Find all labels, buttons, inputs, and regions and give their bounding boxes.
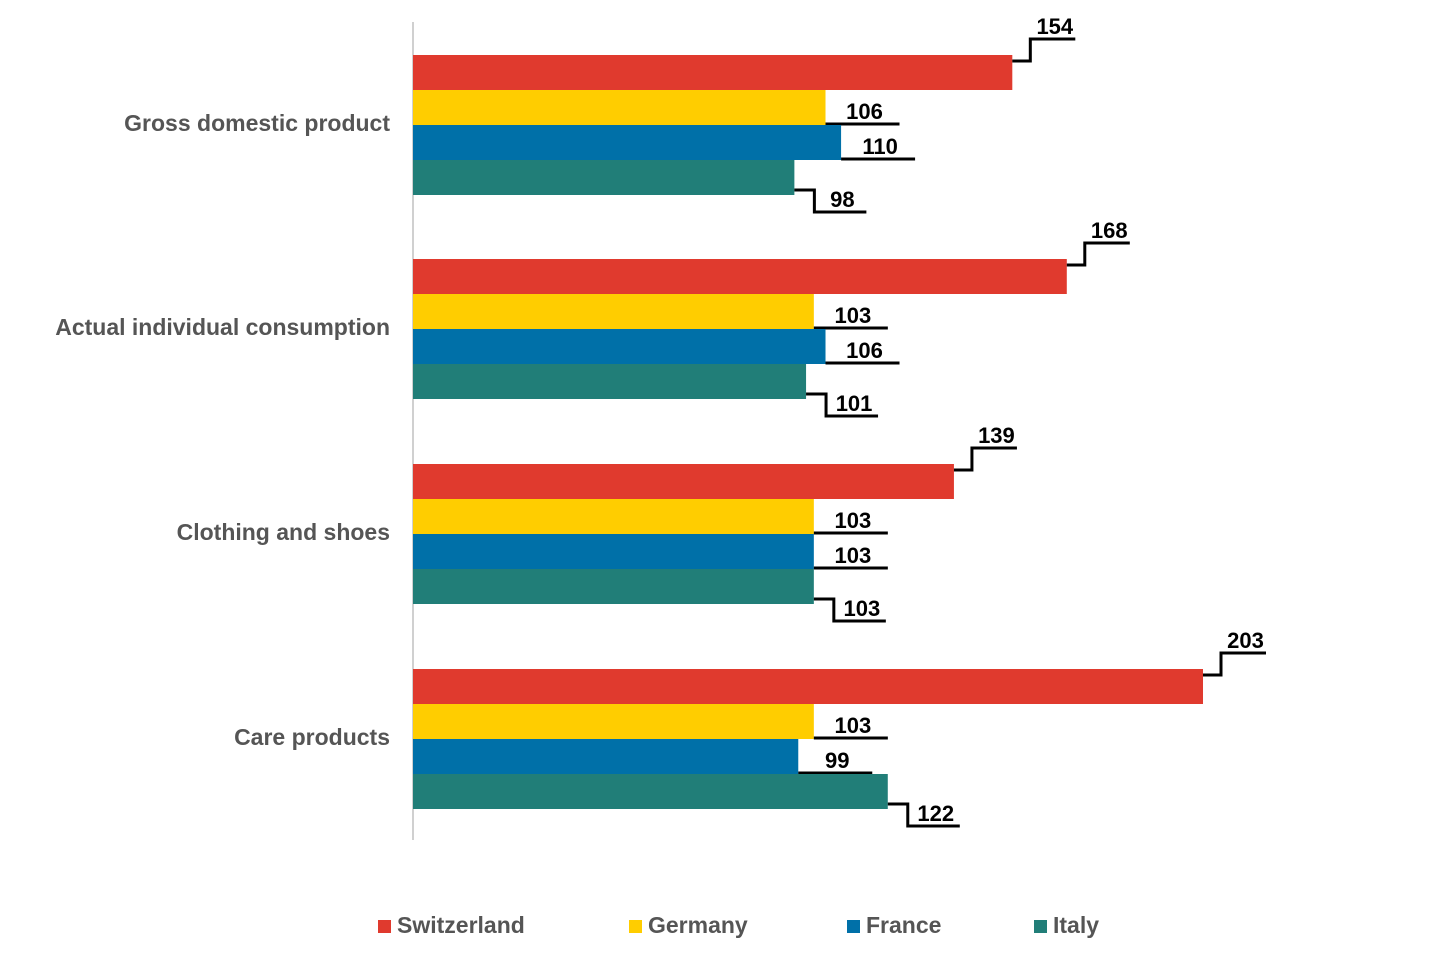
bar-germany-gross-domestic-product (413, 90, 826, 125)
bar-germany-care-products (413, 704, 814, 739)
leader-line-switzerland-care-products (1203, 651, 1266, 677)
data-label-switzerland-gross-domestic-product: 154 (1036, 14, 1073, 39)
leader-line-italy-care-products (887, 802, 960, 828)
data-label-switzerland-actual-individual-consumption: 168 (1091, 218, 1128, 243)
bar-germany-clothing-and-shoes (413, 499, 814, 534)
data-label-switzerland-care-products: 203 (1227, 628, 1264, 653)
data-label-italy-gross-domestic-product: 98 (830, 187, 854, 212)
legend-swatch-france (847, 920, 860, 933)
legend-swatch-germany (629, 920, 642, 933)
leader-line-switzerland-gross-domestic-product (1012, 37, 1076, 63)
bar-france-clothing-and-shoes (413, 534, 814, 569)
bar-italy-actual-individual-consumption (413, 364, 807, 399)
bar-switzerland-actual-individual-consumption (413, 259, 1067, 294)
data-label-switzerland-clothing-and-shoes: 139 (978, 423, 1015, 448)
bar-italy-gross-domestic-product (413, 160, 795, 195)
bar-switzerland-gross-domestic-product (413, 55, 1013, 90)
data-label-france-clothing-and-shoes: 103 (834, 543, 871, 568)
legend: Switzerland Germany France Italy (378, 912, 1099, 938)
data-label-germany-clothing-and-shoes: 103 (834, 508, 871, 533)
data-label-germany-actual-individual-consumption: 103 (834, 303, 871, 328)
bar-france-actual-individual-consumption (413, 329, 826, 364)
data-label-france-actual-individual-consumption: 106 (846, 338, 883, 363)
category-label-gross-domestic-product: Gross domestic product (124, 110, 390, 136)
bar-italy-care-products (413, 774, 888, 809)
category-label-clothing-and-shoes: Clothing and shoes (177, 519, 390, 545)
leader-line-italy-gross-domestic-product (794, 188, 867, 214)
leader-line-italy-actual-individual-consumption (806, 392, 879, 418)
legend-label-switzerland: Switzerland (397, 912, 525, 938)
bar-france-care-products (413, 739, 799, 774)
legend-label-italy: Italy (1053, 912, 1099, 938)
category-label-actual-individual-consumption: Actual individual consumption (55, 314, 390, 340)
bar-france-gross-domestic-product (413, 125, 842, 160)
data-label-france-care-products: 99 (825, 748, 849, 773)
data-label-germany-gross-domestic-product: 106 (846, 99, 883, 124)
bar-germany-actual-individual-consumption (413, 294, 814, 329)
data-label-italy-care-products: 122 (917, 801, 954, 826)
bar-switzerland-care-products (413, 669, 1203, 704)
data-label-italy-actual-individual-consumption: 101 (836, 391, 873, 416)
bar-switzerland-clothing-and-shoes (413, 464, 954, 499)
leader-line-switzerland-actual-individual-consumption (1066, 241, 1130, 267)
leader-line-switzerland-clothing-and-shoes (953, 446, 1017, 472)
legend-label-germany: Germany (648, 912, 748, 938)
category-label-care-products: Care products (234, 724, 390, 750)
bar-italy-clothing-and-shoes (413, 569, 814, 604)
data-label-italy-clothing-and-shoes: 103 (843, 596, 880, 621)
legend-label-france: France (866, 912, 941, 938)
legend-swatch-italy (1034, 920, 1047, 933)
data-label-france-gross-domestic-product: 110 (862, 134, 898, 159)
leader-line-italy-clothing-and-shoes (813, 597, 886, 623)
plot-area: Gross domestic product 154 106 110 98 Actual … (55, 14, 1266, 828)
data-label-germany-care-products: 103 (834, 713, 871, 738)
legend-swatch-switzerland (378, 920, 391, 933)
